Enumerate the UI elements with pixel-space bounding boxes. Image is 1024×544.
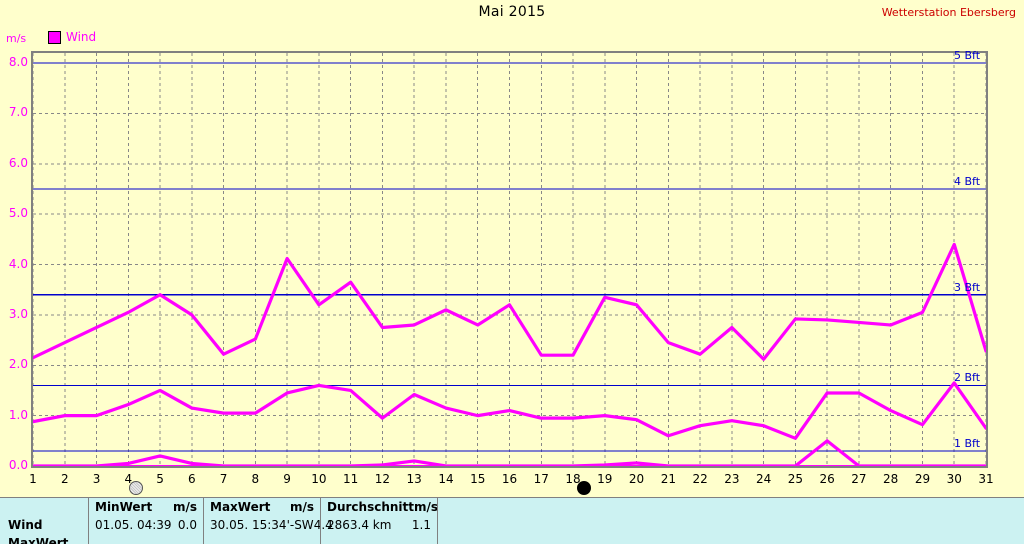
x-axis-tick-label: 16 bbox=[501, 472, 518, 486]
table-row-label-blank bbox=[0, 498, 88, 516]
x-axis-tick-label: 19 bbox=[597, 472, 613, 486]
x-axis-tick-label: 8 bbox=[251, 472, 260, 486]
x-axis-tick-label: 10 bbox=[311, 472, 327, 486]
x-axis-tick-label: 6 bbox=[188, 472, 196, 486]
beaufort-label: 5 Bft bbox=[954, 49, 981, 63]
minwert-header: MinWert bbox=[95, 500, 153, 514]
x-axis-tick-label: 5 bbox=[156, 472, 164, 486]
x-axis-tick-label: 30 bbox=[946, 472, 962, 486]
x-axis-tick-label: 17 bbox=[533, 472, 549, 486]
minwert-key: 01.05. 04:39 bbox=[95, 518, 172, 532]
x-axis-tick-label: 11 bbox=[343, 472, 359, 486]
y-axis-tick-label: 6.0 bbox=[8, 155, 28, 170]
station-name: Wetterstation Ebersberg bbox=[881, 6, 1016, 19]
x-axis-tick-label: 3 bbox=[92, 472, 101, 486]
maxwert-key: 30.05. 15:34'-SW bbox=[210, 518, 314, 532]
summary-table: Wind MaxWert MinWert m/s 01.05. 04:39 0.0 … bbox=[0, 497, 1024, 544]
x-axis-tick-label: 18 bbox=[565, 472, 581, 486]
y-axis-tick-label: 1.0 bbox=[8, 407, 28, 422]
maxwert-header: MaxWert bbox=[210, 500, 271, 514]
x-axis-tick-label: 12 bbox=[374, 472, 391, 486]
table-col-durchschnitt: Durchschnitt m/s 2863.4 km 1.1 bbox=[320, 498, 439, 544]
table-col-minwert: MinWert m/s 01.05. 04:39 0.0 bbox=[88, 498, 203, 544]
x-axis-tick-label: 23 bbox=[724, 472, 740, 486]
x-axis-tick-label: 14 bbox=[438, 472, 454, 486]
x-axis-tick-label: 7 bbox=[219, 472, 228, 486]
x-axis-tick-label: 24 bbox=[755, 472, 772, 486]
durchschnitt-unit: m/s bbox=[414, 500, 439, 514]
table-row-labels: Wind MaxWert bbox=[0, 498, 88, 544]
x-axis-tick-label: 22 bbox=[692, 472, 708, 486]
table-col-empty bbox=[437, 498, 1024, 544]
minwert-value: 0.0 bbox=[177, 518, 197, 532]
y-axis-tick-label: 8.0 bbox=[8, 55, 28, 70]
maxwert-unit: m/s bbox=[289, 500, 314, 514]
x-axis-tick-label: 13 bbox=[406, 472, 422, 486]
durchschnitt-header: Durchschnitt bbox=[327, 500, 415, 514]
minwert-unit: m/s bbox=[172, 500, 197, 514]
y-axis-tick-label: 7.0 bbox=[8, 105, 28, 120]
x-axis-tick-label: 15 bbox=[470, 472, 486, 486]
y-axis-tick-label: 0.0 bbox=[8, 458, 28, 472]
x-axis-tick-label: 27 bbox=[851, 472, 867, 486]
x-axis-tick-label: 9 bbox=[283, 472, 291, 486]
x-axis-tick-label: 28 bbox=[883, 472, 899, 486]
y-axis-tick-label: 5.0 bbox=[8, 206, 28, 221]
x-axis-tick-label: 21 bbox=[660, 472, 676, 486]
x-axis-tick-label: 20 bbox=[628, 472, 645, 486]
legend: Wind bbox=[48, 31, 96, 44]
table-row-label-maxwert: MaxWert bbox=[8, 536, 69, 544]
beaufort-label: 2 Bft bbox=[954, 371, 981, 385]
beaufort-label: 4 Bft bbox=[954, 174, 981, 188]
page-title: Mai 2015 bbox=[478, 4, 546, 20]
table-row-label-wind: Wind bbox=[8, 518, 43, 532]
maxwert-value: 4.4 bbox=[313, 518, 333, 532]
x-axis-tick-label: 2 bbox=[60, 472, 69, 486]
durchschnitt-value: 1.1 bbox=[411, 518, 431, 532]
x-axis-tick-label: 25 bbox=[787, 472, 804, 486]
beaufort-label: 1 Bft bbox=[954, 436, 981, 450]
series-line bbox=[31, 381, 988, 440]
x-axis-tick-label: 1 bbox=[29, 472, 37, 486]
beaufort-label: 3 Bft bbox=[954, 280, 981, 294]
durchschnitt-key: 2863.4 km bbox=[327, 518, 392, 532]
legend-label-wind: Wind bbox=[66, 30, 97, 44]
x-axis-tick-label: 31 bbox=[978, 472, 994, 486]
x-axis-tick-label: 4 bbox=[124, 472, 133, 486]
wind-plot-svg bbox=[31, 53, 988, 468]
full-moon-icon bbox=[576, 481, 591, 495]
y-axis-tick-label: 4.0 bbox=[8, 256, 28, 271]
y-axis-unit: m/s bbox=[6, 32, 27, 45]
plot-area bbox=[31, 51, 988, 468]
y-axis-tick-label: 2.0 bbox=[8, 357, 28, 372]
new-moon-icon bbox=[128, 481, 143, 495]
legend-swatch-wind bbox=[48, 31, 61, 44]
table-col-maxwert: MaxWert m/s 30.05. 15:34'-SW 4.4 bbox=[203, 498, 333, 544]
series-line bbox=[31, 242, 988, 361]
x-axis-tick-label: 26 bbox=[819, 472, 835, 486]
x-axis-tick-label: 29 bbox=[914, 472, 931, 486]
y-axis-tick-label: 3.0 bbox=[8, 306, 28, 321]
